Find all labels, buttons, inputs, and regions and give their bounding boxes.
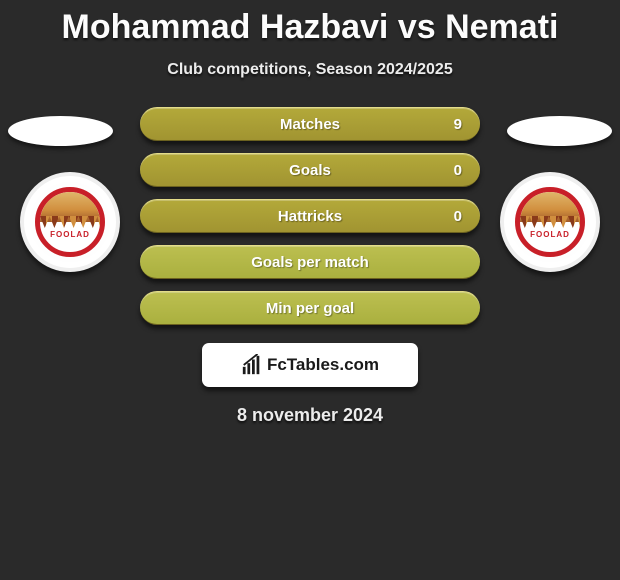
club-badge-left-text: FOOLAD <box>50 230 90 239</box>
content-row: FOOLAD FOOLAD Matches 9 Goals 0 Ha <box>0 107 620 325</box>
chart-icon <box>241 354 263 376</box>
branding-box: FcTables.com <box>202 343 418 387</box>
stat-bar-goals: Goals 0 <box>140 153 480 187</box>
club-badge-left-inner: FOOLAD <box>35 187 105 257</box>
stat-bar-hattricks: Hattricks 0 <box>140 199 480 233</box>
branding-text: FcTables.com <box>267 355 379 375</box>
club-badge-right-inner: FOOLAD <box>515 187 585 257</box>
stat-bar-label: Goals <box>289 162 331 179</box>
stat-bar-value: 9 <box>454 116 462 133</box>
stat-bar-label: Hattricks <box>278 208 342 225</box>
stat-bar-value: 0 <box>454 208 462 225</box>
stat-bars: Matches 9 Goals 0 Hattricks 0 Goals per … <box>140 107 480 325</box>
club-badge-left-art <box>40 192 100 222</box>
stat-bar-label: Min per goal <box>266 300 354 317</box>
stat-bar-min-per-goal: Min per goal <box>140 291 480 325</box>
player-ellipse-right <box>507 116 612 146</box>
page-title: Mohammad Hazbavi vs Nemati <box>62 8 559 47</box>
stat-bar-matches: Matches 9 <box>140 107 480 141</box>
player-ellipse-left <box>8 116 113 146</box>
snapshot-date: 8 november 2024 <box>237 405 383 426</box>
club-badge-right-circle: FOOLAD <box>500 172 600 272</box>
club-badge-left-circle: FOOLAD <box>20 172 120 272</box>
club-badge-right: FOOLAD <box>500 172 600 272</box>
stat-bar-value: 0 <box>454 162 462 179</box>
stat-bar-goals-per-match: Goals per match <box>140 245 480 279</box>
stat-bar-label: Matches <box>280 116 340 133</box>
infographic-root: Mohammad Hazbavi vs Nemati Club competit… <box>0 0 620 426</box>
club-badge-right-art <box>520 192 580 222</box>
club-badge-left: FOOLAD <box>20 172 120 272</box>
club-badge-right-text: FOOLAD <box>530 230 570 239</box>
stat-bar-label: Goals per match <box>251 254 369 271</box>
page-subtitle: Club competitions, Season 2024/2025 <box>167 61 452 79</box>
